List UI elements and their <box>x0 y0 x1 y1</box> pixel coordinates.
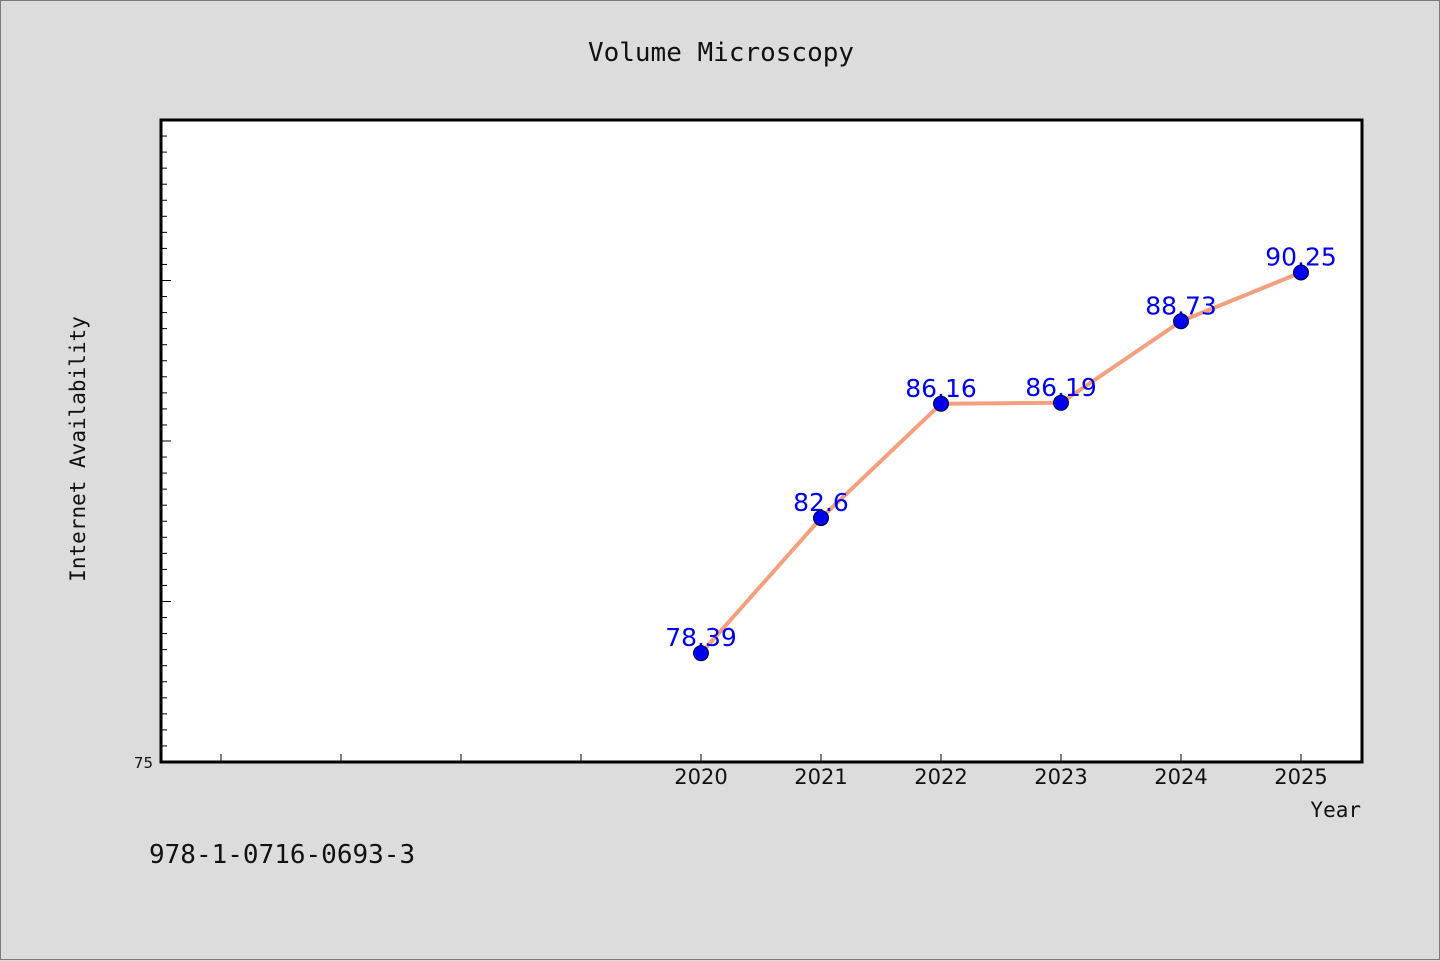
x-tick-label: 2023 <box>1034 765 1087 789</box>
x-axis-ticks: 2020 2021 2022 2023 2024 2025 <box>220 754 1328 789</box>
x-axis-label: Year <box>1310 798 1361 822</box>
data-point <box>933 395 949 412</box>
data-point <box>1053 394 1069 411</box>
data-point <box>1293 264 1309 281</box>
x-tick-label: 2020 <box>674 765 727 789</box>
y-axis-ticks: 75 <box>134 119 171 772</box>
plot-area <box>159 118 1364 764</box>
data-point <box>693 645 709 662</box>
footer-text: 978-1-0716-0693-3 <box>149 840 415 870</box>
chart-title: Volume Microscopy <box>588 38 854 68</box>
x-tick-label: 2021 <box>794 765 847 789</box>
data-point <box>813 510 829 527</box>
y-tick-label: 75 <box>134 754 153 772</box>
data-point <box>1173 313 1189 330</box>
x-tick-label: 2024 <box>1154 765 1207 789</box>
x-tick-label: 2025 <box>1274 765 1327 789</box>
y-axis-label: Internet Availability <box>66 316 90 582</box>
series-line <box>699 270 1302 655</box>
x-tick-label: 2022 <box>914 765 967 789</box>
